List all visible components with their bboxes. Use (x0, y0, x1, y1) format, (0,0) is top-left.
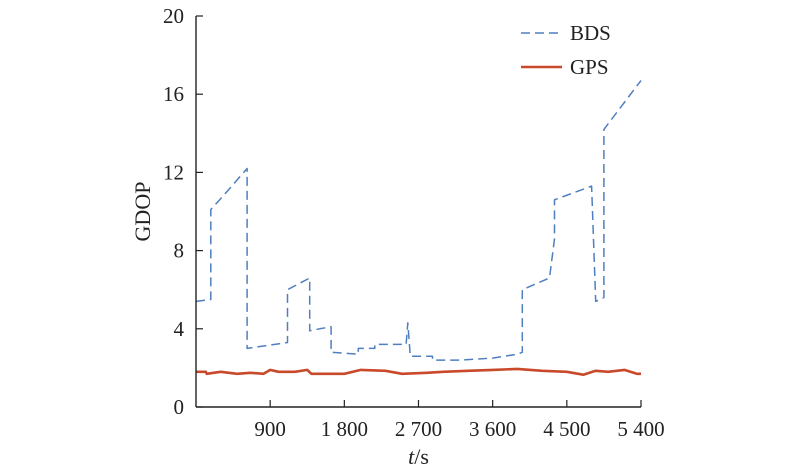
x-tick-label: 1 800 (321, 417, 368, 441)
y-tick-label: 20 (163, 4, 184, 28)
series-line-gps (196, 367, 641, 376)
x-axis-title-unit: /s (414, 444, 429, 469)
x-tick-label: 900 (254, 417, 286, 441)
x-tick-label: 2 700 (395, 417, 442, 441)
y-tick-label: 12 (163, 160, 184, 184)
x-axis-title-variable: t (408, 444, 415, 469)
y-ticks: 0 4 8 12 16 20 (163, 4, 203, 419)
x-tick-label: 3 600 (469, 417, 516, 441)
legend-label-gps: GPS (570, 55, 609, 79)
x-tick-label: 4 500 (543, 417, 590, 441)
plot-area (195, 80, 642, 376)
legend-label-bds: BDS (570, 21, 611, 45)
x-ticks: 900 1 800 2 700 3 600 4 500 5 400 (254, 400, 665, 441)
x-axis-title: t/s (408, 444, 429, 469)
series-line-bds (195, 80, 642, 361)
y-tick-label: 8 (174, 239, 185, 263)
y-axis-title: GDOP (130, 182, 155, 242)
legend: BDS GPS (521, 21, 611, 79)
y-tick-label: 0 (174, 395, 185, 419)
y-tick-label: 16 (163, 82, 184, 106)
y-tick-label: 4 (174, 317, 185, 341)
x-tick-label: 5 400 (617, 417, 664, 441)
